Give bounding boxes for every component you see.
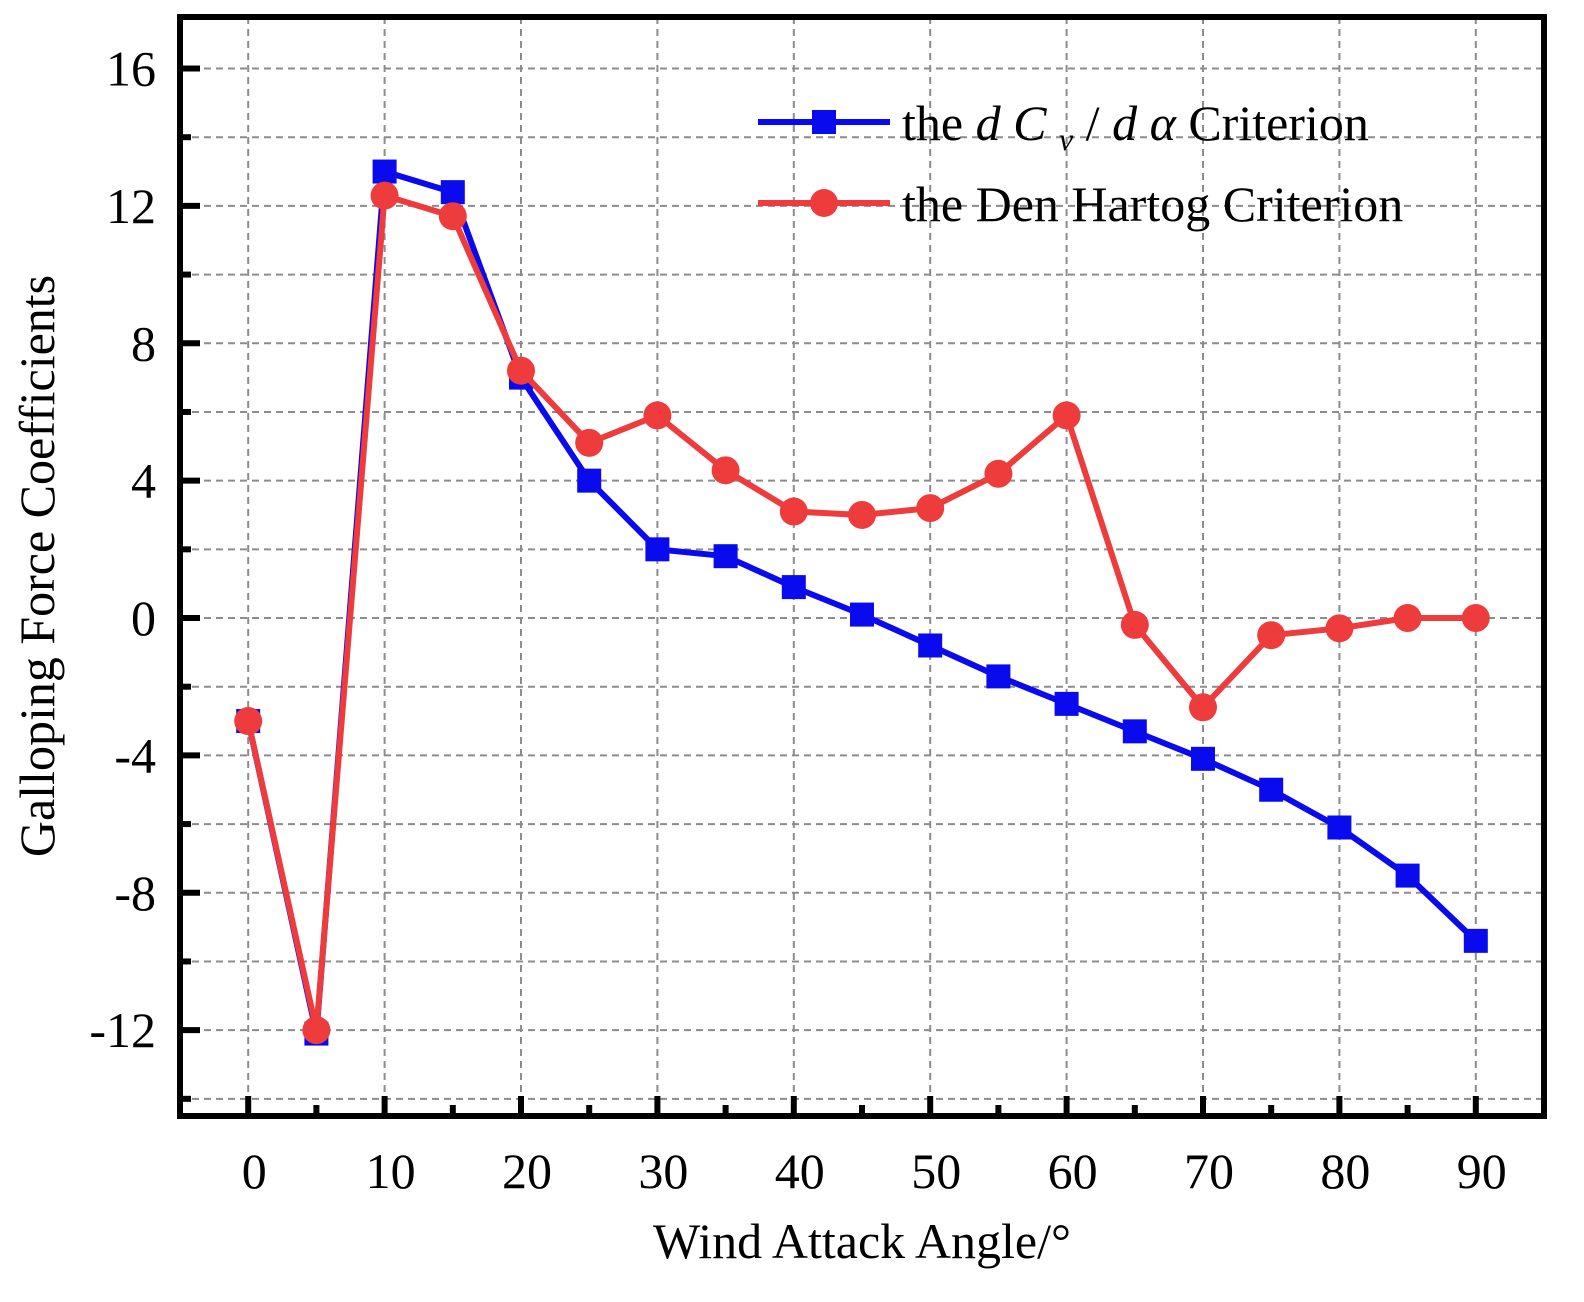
- x-tick-label: 80: [1320, 1143, 1370, 1199]
- y-tick-label: 8: [131, 315, 156, 371]
- data-point-den-hartog: [1325, 614, 1354, 643]
- legend-dcv-sub: v: [1059, 121, 1074, 157]
- x-tick-label: 90: [1457, 1143, 1507, 1199]
- data-point-den-hartog: [1393, 604, 1422, 633]
- data-point-dcv: [440, 180, 465, 205]
- legend-marker-square: [812, 110, 836, 134]
- series-group: [234, 159, 1490, 1046]
- data-point-den-hartog: [1120, 610, 1149, 639]
- data-point-den-hartog: [438, 202, 467, 231]
- data-point-dcv: [850, 602, 874, 627]
- y-tick-label: 12: [106, 178, 156, 234]
- legend-label-den-hartog: the Den Hartog Criterion: [902, 176, 1403, 232]
- y-tick-label: -12: [89, 1002, 156, 1058]
- data-point-dcv: [1122, 719, 1147, 744]
- data-point-dcv: [1463, 928, 1488, 953]
- grid: [180, 17, 1544, 1116]
- data-point-dcv: [577, 468, 602, 493]
- data-point-den-hartog: [1052, 401, 1081, 430]
- x-tick-label: 20: [502, 1143, 552, 1199]
- data-point-dcv: [918, 633, 943, 658]
- y-tick-label: -8: [114, 865, 156, 921]
- data-point-den-hartog: [234, 707, 263, 736]
- data-point-den-hartog: [711, 456, 740, 485]
- data-point-den-hartog: [1189, 693, 1217, 722]
- data-point-dcv: [713, 544, 738, 569]
- legend-dcv-prefix: the: [902, 95, 976, 151]
- x-tick-label: 30: [638, 1143, 688, 1199]
- x-tick-label: 10: [366, 1143, 416, 1199]
- x-tick-label: 70: [1184, 1143, 1234, 1199]
- y-tick-label: -4: [114, 727, 156, 783]
- y-axis-label: Galloping Force Coefficients: [9, 275, 65, 857]
- legend-marker-circle: [810, 189, 838, 217]
- data-point-dcv: [1259, 777, 1284, 802]
- data-point-den-hartog: [575, 428, 604, 457]
- x-tick-label: 50: [911, 1143, 961, 1199]
- data-point-den-hartog: [302, 1016, 331, 1045]
- data-point-den-hartog: [643, 401, 672, 430]
- plot-frame: [177, 14, 1547, 1119]
- x-tick-label: 0: [242, 1143, 267, 1199]
- legend-dcv-c: C: [1013, 95, 1047, 151]
- data-point-dcv: [1054, 691, 1079, 716]
- data-point-dcv: [986, 664, 1011, 689]
- legend-dcv-d1: d: [976, 95, 1002, 151]
- legend-dcv-suffix: Criterion: [1188, 95, 1369, 151]
- data-point-dcv: [781, 575, 806, 600]
- y-tick-label: 16: [106, 41, 156, 97]
- data-point-den-hartog: [1461, 604, 1490, 633]
- series-line-dcv: [245, 168, 1478, 1037]
- data-point-den-hartog: [507, 356, 535, 385]
- tick-labels: 0 10 20 30 40 50 60 70 80 90 -12 -8 -4 0 4 8 12 16: [89, 41, 1506, 1199]
- data-point-dcv: [1395, 863, 1420, 888]
- data-point-dcv: [1327, 815, 1352, 840]
- data-point-den-hartog: [984, 459, 1013, 488]
- data-point-dcv: [372, 159, 397, 184]
- data-point-den-hartog: [916, 494, 945, 523]
- x-tick-label: 60: [1048, 1143, 1098, 1199]
- legend-label-dcv: the d C v / d α Criterion: [902, 95, 1369, 161]
- legend-dcv-slash: /: [1086, 95, 1100, 151]
- legend: the d C v / d α Criterion the Den Hartog…: [758, 95, 1403, 232]
- x-axis-label: Wind Attack Angle/°: [653, 1213, 1071, 1269]
- data-point-dcv: [645, 537, 670, 562]
- data-point-den-hartog: [370, 181, 399, 210]
- data-point-den-hartog: [1257, 621, 1286, 650]
- y-tick-label: 4: [131, 453, 156, 509]
- x-tick-label: 40: [775, 1143, 825, 1199]
- legend-dcv-alpha: α: [1150, 95, 1178, 151]
- data-point-den-hartog: [779, 497, 808, 526]
- data-point-dcv: [1191, 746, 1215, 771]
- data-point-den-hartog: [848, 500, 876, 529]
- legend-item-dcv: the d C v / d α Criterion: [758, 95, 1369, 161]
- y-tick-label: 0: [131, 590, 156, 646]
- legend-item-den-hartog: the Den Hartog Criterion: [758, 176, 1403, 232]
- legend-dcv-d2: d: [1112, 95, 1138, 151]
